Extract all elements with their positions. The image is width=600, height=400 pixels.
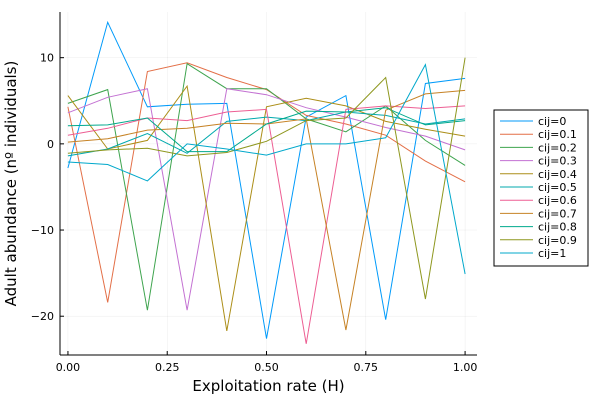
legend-label-6: cij=0.6 xyxy=(538,194,577,207)
ticks: 0.00 0.25 0.50 0.75 1.00 −20 −10 0 10 xyxy=(31,52,478,374)
series-line-0 xyxy=(67,20,466,339)
x-tick-label: 0.25 xyxy=(155,361,180,374)
legend-label-8: cij=0.8 xyxy=(538,221,577,234)
x-tick-label: 0.75 xyxy=(354,361,379,374)
legend-label-3: cij=0.3 xyxy=(538,155,577,168)
legend-label-10: cij=1 xyxy=(538,247,566,260)
y-tick-label: 0 xyxy=(47,138,54,151)
legend-label-5: cij=0.5 xyxy=(538,181,577,194)
x-axis-title: Exploitation rate (H) xyxy=(192,377,344,395)
legend-label-9: cij=0.9 xyxy=(538,234,577,247)
y-tick-label: 10 xyxy=(40,52,54,65)
series-line-6 xyxy=(67,105,466,344)
legend-label-4: cij=0.4 xyxy=(538,168,577,181)
series-line-4 xyxy=(67,84,466,331)
series-line-10 xyxy=(67,63,466,275)
legend-label-1: cij=0.1 xyxy=(538,128,577,141)
legend-label-0: cij=0 xyxy=(538,115,566,128)
y-tick-label: −20 xyxy=(31,310,54,323)
series-line-2 xyxy=(67,62,466,311)
x-tick-label: 0.50 xyxy=(254,361,279,374)
series-line-3 xyxy=(67,88,466,311)
y-tick-label: −10 xyxy=(31,224,54,237)
legend-label-2: cij=0.2 xyxy=(538,141,577,154)
series-lines xyxy=(67,20,466,344)
legend-label-7: cij=0.7 xyxy=(538,207,577,220)
series-line-5 xyxy=(67,111,466,157)
x-tick-label: 1.00 xyxy=(453,361,478,374)
x-tick-label: 0.00 xyxy=(56,361,81,374)
axes xyxy=(59,12,477,356)
legend: cij=0cij=0.1cij=0.2cij=0.3cij=0.4cij=0.5… xyxy=(493,109,589,267)
series-line-9 xyxy=(67,57,466,300)
y-axis-title: Adult abundance (nº individuals) xyxy=(2,61,20,307)
